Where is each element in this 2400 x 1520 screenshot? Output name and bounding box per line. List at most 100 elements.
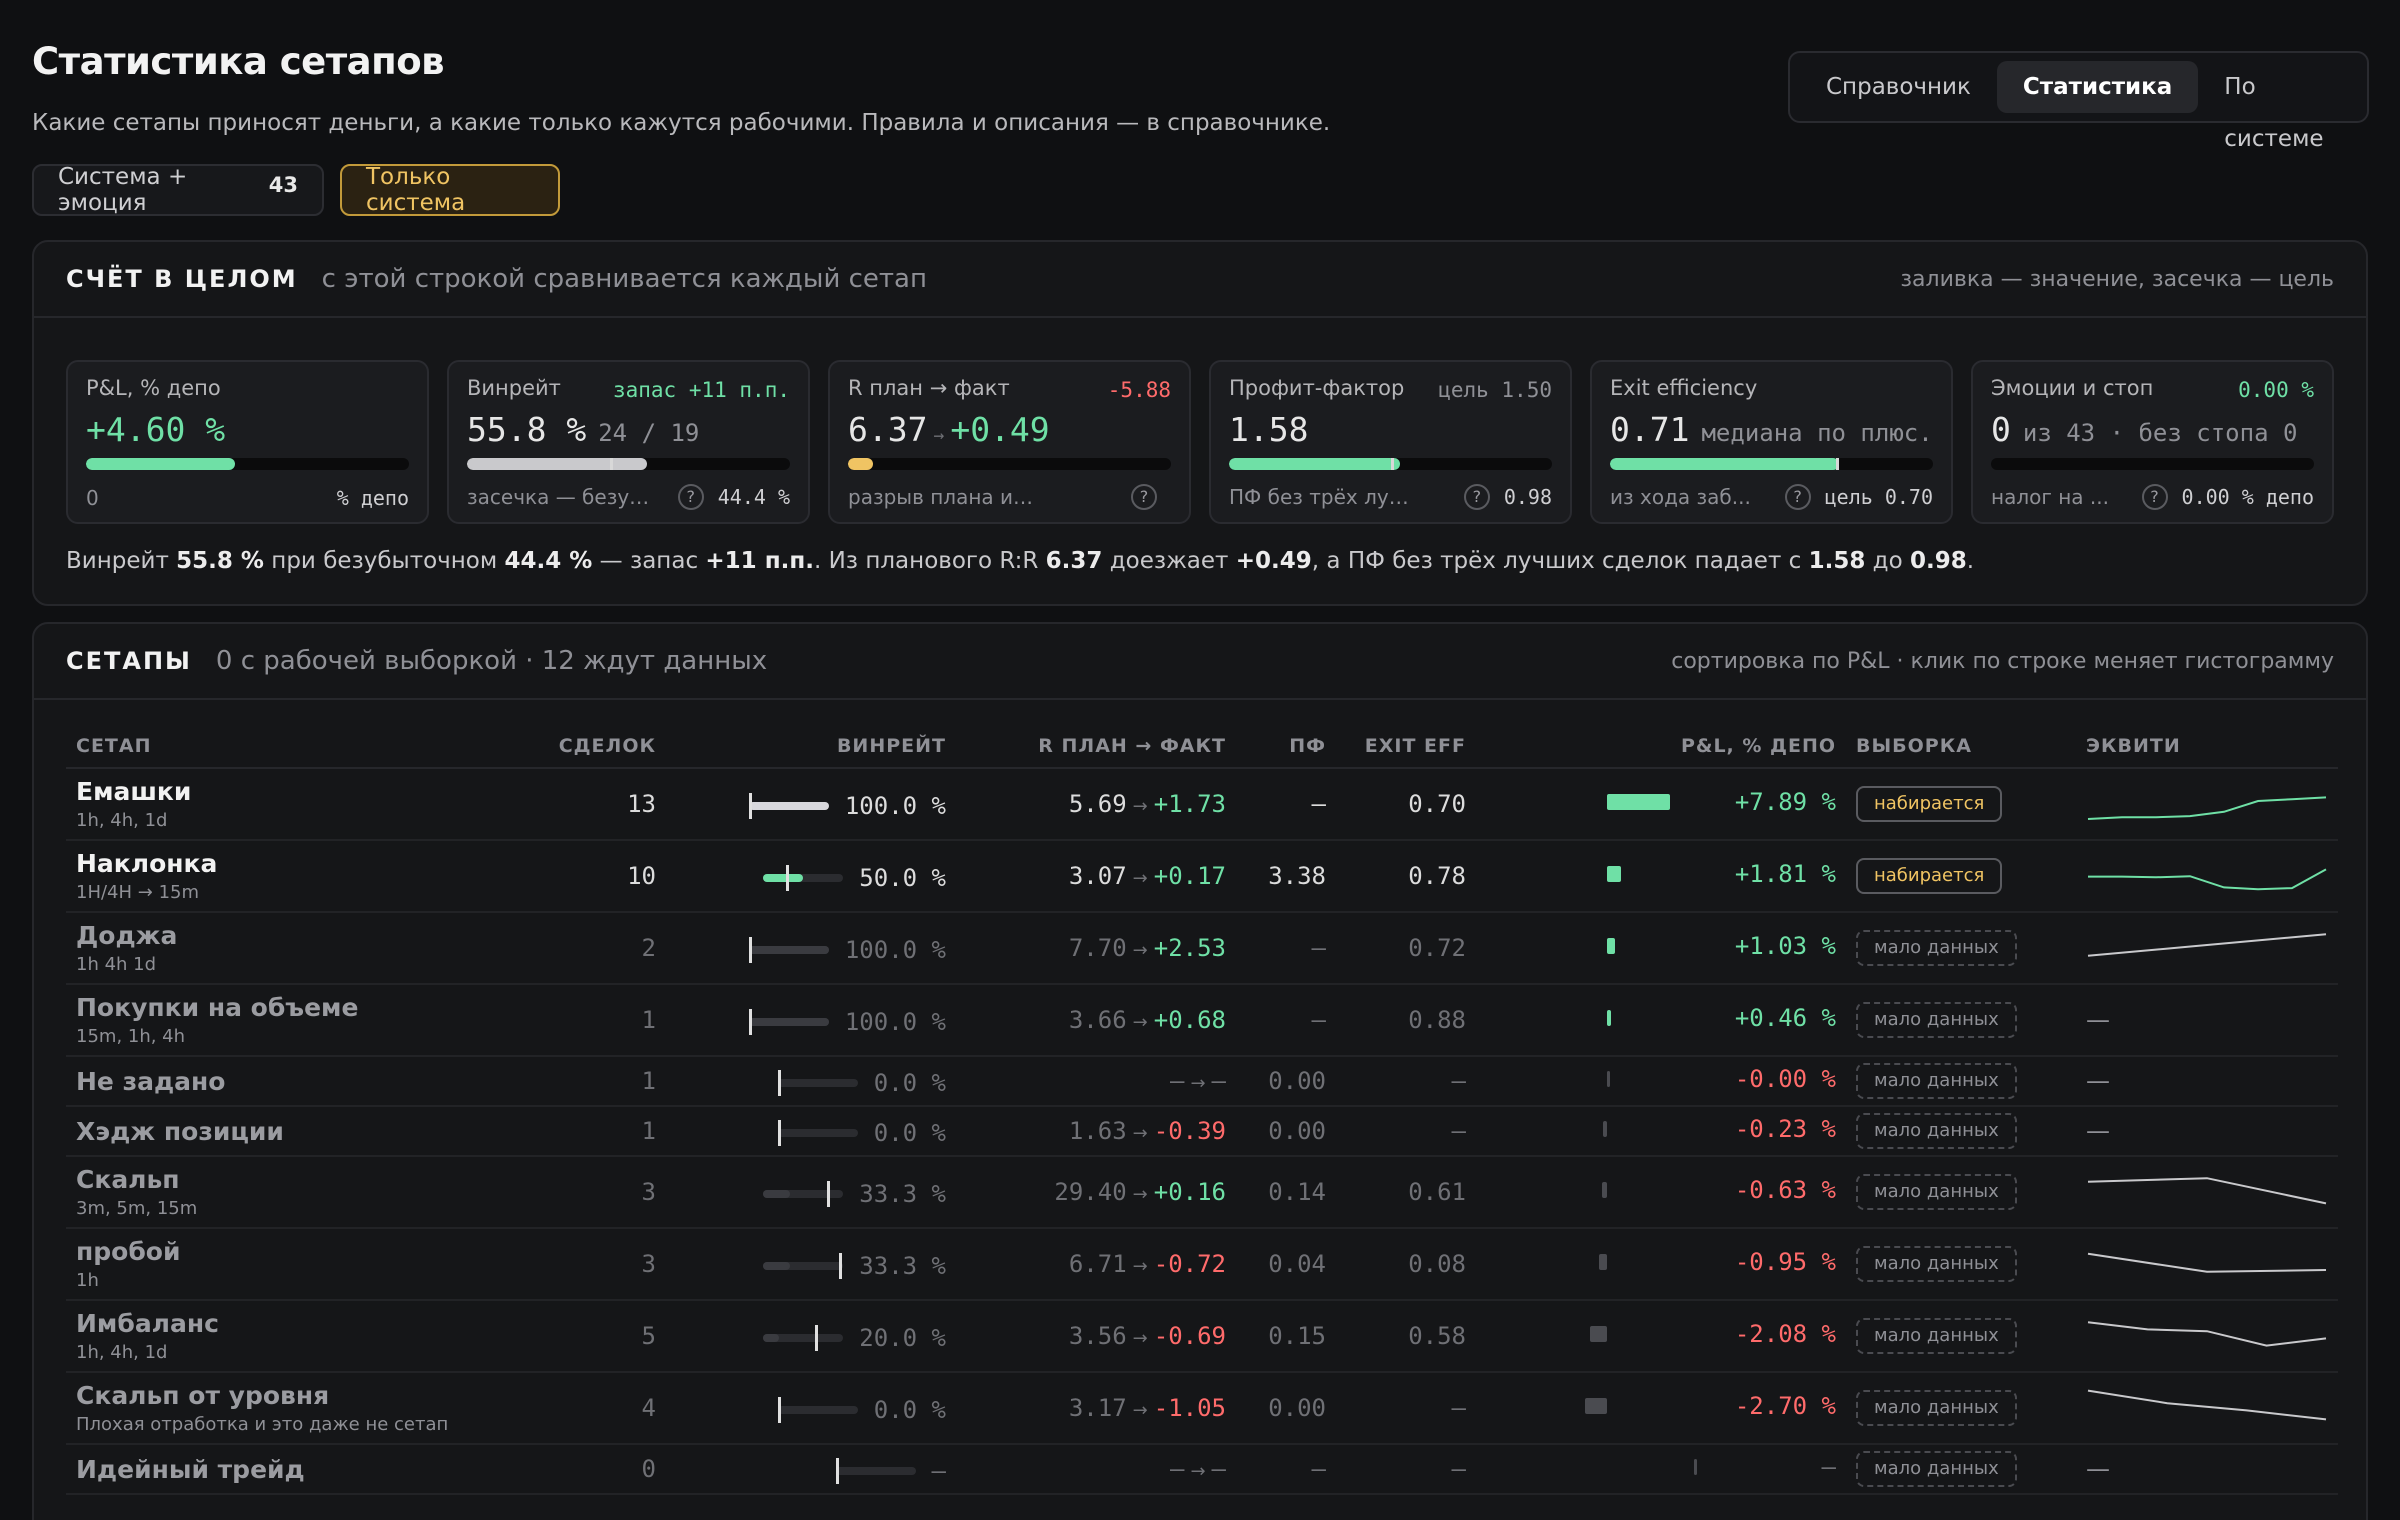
equity-line <box>2087 933 2327 957</box>
pnl-bar-box <box>1590 1322 1695 1346</box>
winrate-wrap: 100.0 % <box>748 1008 946 1036</box>
setup-name: Не задано <box>76 1066 226 1096</box>
pnl-cell: -2.08 % <box>1476 1300 1846 1373</box>
table-row[interactable]: Не задано 1 0.0 % — → —0.00— -0.00 % мало данны… <box>66 1056 2338 1107</box>
help-icon[interactable]: ? <box>2141 484 2168 510</box>
filter-system-only[interactable]: Только система <box>340 164 560 216</box>
kpi-bar-fill <box>1229 458 1401 470</box>
arrow-icon: → <box>1190 1461 1206 1482</box>
winrate-value: 100.0 % <box>844 936 946 964</box>
pf-value: — <box>1311 1455 1326 1483</box>
kpi-extra: 24 / 19 <box>598 419 700 447</box>
col-deals[interactable]: СДЕЛОК <box>536 724 666 769</box>
pnl-cell: +0.46 % <box>1476 984 1846 1057</box>
exit-eff-value: 0.70 <box>1408 790 1466 818</box>
table-row[interactable]: Хэдж позиции 1 0.0 % 1.63 → -0.39 0.00 — -0.23 %… <box>66 1106 2338 1157</box>
help-icon[interactable]: ? <box>677 484 704 510</box>
equity-sparkline <box>2087 933 2327 957</box>
r-plan-fact-cell: 6.71 → -0.72 <box>956 1228 1236 1301</box>
kpi-footer-value: 0.98 <box>1503 485 1552 509</box>
filter-label: Только система <box>366 164 466 216</box>
deals-count: 1 <box>641 1117 656 1145</box>
r-plan-fact-cell: — → — <box>956 1056 1236 1107</box>
status-badge: мало данных <box>1856 1174 2017 1210</box>
summary-text-part: . <box>1966 548 1975 574</box>
pf-value: — <box>1311 790 1326 818</box>
winrate-bar <box>748 793 829 819</box>
winrate-bar <box>777 1120 858 1146</box>
table-row[interactable]: Идейный трейд 0— — → — — — — мало данных — <box>66 1444 2338 1495</box>
kpi-card: Профит-фактор цель 1.50 1.58 ПФ без трёх лу… <box>1209 360 1572 524</box>
exit-eff-cell: 0.08 <box>1336 1228 1476 1301</box>
deals-cell: 0 <box>536 1444 666 1495</box>
arrow-icon: → <box>1132 940 1148 961</box>
equity-cell: — <box>2076 1106 2338 1157</box>
table-row[interactable]: Имбаланс 1h, 4h, 1d 5 20.0 % 3.56 → -0.69 0.15 0… <box>66 1300 2338 1373</box>
table-row[interactable]: Доджа 1h 4h 1d 2 100.0 % 7.70 → +2.53 — 0.72 +1.0… <box>66 912 2338 985</box>
pnl-cell: +1.03 % <box>1476 912 1846 985</box>
equity-cell <box>2076 1300 2338 1373</box>
kpi-footer-label: налог на ... <box>1991 485 2109 509</box>
help-icon[interactable]: ? <box>1131 484 1157 510</box>
kpi-footer-label: ПФ без трёх лучши... <box>1229 485 1419 509</box>
exit-eff-cell: 0.61 <box>1336 1156 1476 1229</box>
col-sample[interactable]: ВЫБОРКА <box>1846 724 2076 769</box>
setup-name: Наклонка <box>76 849 218 878</box>
view-switcher: Справочник Статистика По системе <box>1788 51 2369 152</box>
r-fact: +0.68 <box>1153 1006 1226 1034</box>
winrate-cell: — <box>666 1444 956 1495</box>
pnl-cell: -0.63 % <box>1476 1156 1846 1229</box>
col-exit-eff[interactable]: EXIT EFF <box>1336 724 1476 769</box>
winrate-value: 20.0 % <box>859 1324 946 1352</box>
col-equity[interactable]: ЭКВИТИ <box>2076 724 2338 769</box>
r-plan-fact-cell: 3.66 → +0.68 <box>956 984 1236 1057</box>
deals-cell: 13 <box>536 768 666 841</box>
summary-value: 6.37 <box>1045 548 1103 574</box>
col-r-plan-fact[interactable]: R ПЛАН → ФАКТ <box>956 724 1236 769</box>
deals-cell: 5 <box>536 1300 666 1373</box>
pnl-cell: -2.70 % <box>1476 1372 1846 1445</box>
kpi-bar <box>86 458 409 470</box>
exit-eff-value: 0.58 <box>1408 1322 1466 1350</box>
winrate-value: 33.3 % <box>859 1180 946 1208</box>
setup-cell: Хэдж позиции <box>66 1106 536 1157</box>
kpi-bar-fill <box>1610 458 1840 470</box>
col-setup[interactable]: СЕТАП <box>66 724 536 769</box>
help-icon[interactable]: ? <box>1784 484 1811 510</box>
summary-value: 55.8 % <box>176 548 264 574</box>
kpi-footer: 0 % депо <box>86 486 409 510</box>
table-row[interactable]: Наклонка 1H/4H → 15m 10 50.0 % 3.07 → +0.17 3.3… <box>66 840 2338 913</box>
table-row[interactable]: Скальп от уровня Плохая отработка и это д… <box>66 1372 2338 1445</box>
winrate-wrap: 0.0 % <box>777 1119 946 1147</box>
pnl-bar-box <box>1605 934 1695 958</box>
table-row[interactable]: Покупки на объеме 15m, 1h, 4h 1 100.0 % 3.66… <box>66 984 2338 1057</box>
winrate-bar <box>748 937 829 963</box>
setup-cell: Не задано <box>66 1056 536 1107</box>
table-row[interactable]: пробой 1h 3 33.3 % 6.71 → -0.72 0.04 0.08 -0.95 %… <box>66 1228 2338 1301</box>
kpi-footer: засечка — безуб...? 44.4 % <box>467 484 790 510</box>
help-icon[interactable]: ? <box>1463 484 1490 510</box>
tab-by-system[interactable]: По системе <box>2224 74 2324 152</box>
col-pnl[interactable]: P&L, % ДЕПО <box>1476 724 1846 769</box>
col-winrate[interactable]: ВИНРЕЙТ <box>666 724 956 769</box>
pf-cell: 0.15 <box>1236 1300 1336 1373</box>
table-row[interactable]: Скальп 3m, 5m, 15m 3 33.3 % 29.40 → +0.16 0.14 0… <box>66 1156 2338 1229</box>
kpi-extra: из 43 · без стопа 0 <box>2022 419 2298 447</box>
r-plan-fact-cell: 3.07 → +0.17 <box>956 840 1236 913</box>
filter-system-emotion[interactable]: Система + эмоция 43 <box>32 164 324 216</box>
equity-empty: — <box>2086 1006 2110 1034</box>
kpi-value: 55.8 % 24 / 19 <box>467 410 790 449</box>
sample-cell: мало данных <box>1846 912 2076 985</box>
r-plan: 6.71 <box>1068 1250 1127 1278</box>
col-pf[interactable]: ПФ <box>1236 724 1336 769</box>
setup-name: Имбаланс <box>76 1309 219 1338</box>
pnl-value: -2.70 % <box>1734 1392 1836 1420</box>
filter-count: 43 <box>268 173 298 197</box>
tab-reference[interactable]: Справочник <box>1826 74 1971 100</box>
table-row[interactable]: Емашки 1h, 4h, 1d 13 100.0 % 5.69 → +1.73 — 0.70… <box>66 768 2338 841</box>
kpi-label: Профит-фактор <box>1229 376 1405 400</box>
tab-statistics[interactable]: Статистика <box>1996 61 2199 113</box>
setup-timeframes: Плохая отработка и это даже не сетап <box>76 1414 449 1435</box>
pnl-bar-box <box>1605 862 1695 886</box>
equity-sparkline <box>2087 1252 2327 1273</box>
